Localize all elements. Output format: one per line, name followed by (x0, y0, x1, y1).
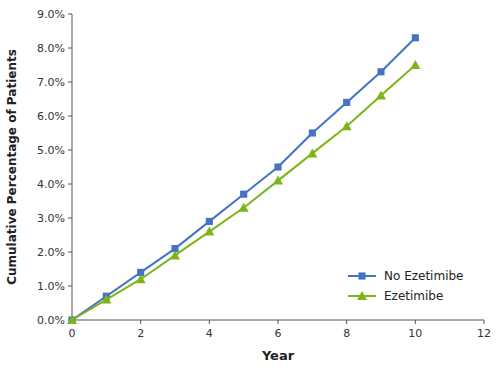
y-tick-label: 8.0% (37, 42, 65, 55)
y-tick (68, 82, 72, 83)
point (239, 203, 249, 212)
x-tick-label: 6 (275, 327, 282, 340)
y-tick (68, 184, 72, 185)
legend-label: Ezetimibe (384, 289, 443, 303)
x-tick-label: 0 (69, 327, 76, 340)
point (67, 315, 77, 324)
point (101, 295, 111, 304)
point (240, 191, 247, 198)
point (412, 34, 419, 41)
x-tick (209, 320, 210, 324)
y-tick-label: 2.0% (37, 246, 65, 259)
point (170, 250, 180, 259)
point (274, 163, 281, 170)
y-tick (68, 252, 72, 253)
series-line (72, 38, 415, 320)
x-tick (278, 320, 279, 324)
plot-data (67, 34, 420, 324)
legend-marker (358, 272, 365, 279)
y-tick-label: 5.0% (37, 144, 65, 157)
point (343, 99, 350, 106)
point (309, 129, 316, 136)
series-line (72, 65, 415, 320)
x-tick-label: 2 (137, 327, 144, 340)
y-tick-label: 1.0% (37, 280, 65, 293)
point (377, 68, 384, 75)
x-tick (140, 320, 141, 324)
legend-label: No Ezetimibe (384, 269, 463, 283)
y-axis-label: Cumulative Percentage of Patients (5, 49, 19, 285)
legend-marker (357, 291, 367, 300)
x-tick-label: 12 (477, 327, 491, 340)
series (68, 34, 418, 323)
y-tick-label: 0.0% (37, 314, 65, 327)
x-axis-label: Year (261, 348, 295, 363)
y-tick (68, 150, 72, 151)
series (67, 60, 420, 324)
point (136, 274, 146, 283)
x-tick (415, 320, 416, 324)
y-tick (68, 286, 72, 287)
y-tick-label: 4.0% (37, 178, 65, 191)
point (410, 60, 420, 69)
x-tick (484, 320, 485, 324)
y-tick-label: 7.0% (37, 76, 65, 89)
point (376, 91, 386, 100)
y-tick (68, 48, 72, 49)
y-axis-line (72, 14, 73, 320)
y-tick (68, 218, 72, 219)
point (206, 218, 213, 225)
y-tick (68, 116, 72, 117)
y-tick-label: 9.0% (37, 8, 65, 21)
x-tick-label: 8 (343, 327, 350, 340)
y-tick (68, 14, 72, 15)
axes: 0.0% 1.0% 2.0% 3.0% 4.0% 5.0% 6.0% 7.0% 8.0% 9.0%… (37, 8, 491, 340)
x-tick (346, 320, 347, 324)
x-tick-label: 10 (408, 327, 422, 340)
x-tick-label: 4 (206, 327, 213, 340)
legend: No Ezetimibe Ezetimibe (348, 269, 463, 303)
point (273, 176, 283, 185)
point (307, 148, 317, 157)
y-tick-label: 6.0% (37, 110, 65, 123)
point (204, 227, 214, 236)
chart: 0.0% 1.0% 2.0% 3.0% 4.0% 5.0% 6.0% 7.0% 8.0% 9.0%… (0, 0, 500, 372)
y-tick-label: 3.0% (37, 212, 65, 225)
point (342, 121, 352, 130)
